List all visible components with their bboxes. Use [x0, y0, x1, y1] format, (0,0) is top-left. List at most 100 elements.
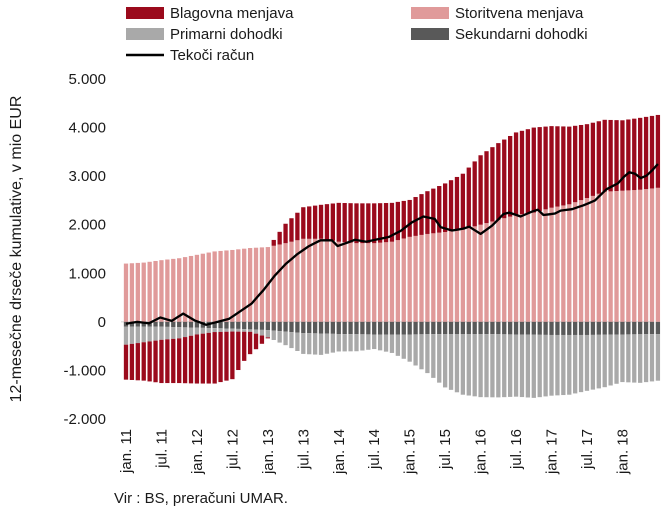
blagovna-bar: [561, 126, 566, 206]
primarni-bar: [123, 326, 129, 345]
sekundarni-bar: [177, 321, 182, 328]
sekundarni-bar: [643, 321, 649, 335]
blagovna-bar: [259, 335, 265, 344]
primarni-bar: [230, 328, 235, 332]
primarni-bar: [188, 327, 194, 336]
blagovna-bar: [354, 203, 359, 244]
legend-swatch: [126, 7, 164, 19]
storitvena-bar: [194, 254, 200, 322]
y-tick-label: 1.000: [68, 265, 106, 282]
sekundarni-bar: [395, 321, 401, 335]
blagovna-bar: [496, 143, 501, 220]
sekundarni-bar: [135, 321, 140, 327]
blagovna-bar: [182, 337, 188, 384]
x-tick-label: jul. 12: [224, 429, 241, 470]
storitvena-bar: [129, 263, 135, 322]
primarni-bar: [212, 328, 217, 333]
blagovna-bar: [218, 331, 223, 383]
primarni-bar: [602, 334, 607, 388]
blagovna-bar: [531, 127, 536, 213]
primarni-bar: [513, 334, 519, 397]
storitvena-bar: [389, 241, 395, 322]
storitvena-bar: [555, 206, 560, 322]
legend-swatch: [411, 28, 449, 40]
primarni-bar: [342, 334, 347, 352]
storitvena-bar: [301, 238, 306, 322]
sekundarni-bar: [289, 321, 294, 333]
storitvena-bar: [620, 190, 625, 322]
sekundarni-bar: [265, 321, 270, 331]
primarni-bar: [407, 334, 412, 362]
sekundarni-bar: [584, 321, 590, 335]
blagovna-bar: [578, 124, 584, 201]
storitvena-bar: [188, 255, 194, 322]
sekundarni-bar: [324, 321, 330, 334]
storitvena-bar: [171, 258, 176, 322]
primarni-bar: [448, 334, 454, 390]
storitvena-bar: [218, 250, 223, 322]
sekundarni-bar: [295, 321, 300, 333]
primarni-bar: [153, 326, 158, 341]
primarni-bar: [596, 334, 601, 389]
storitvena-bar: [383, 242, 389, 322]
blagovna-bar: [330, 203, 335, 241]
blagovna-bar: [638, 117, 643, 190]
primarni-bar: [525, 334, 531, 398]
sekundarni-bar: [490, 321, 495, 335]
sekundarni-bar: [614, 321, 619, 335]
sekundarni-bar: [590, 321, 596, 335]
primarni-bar: [549, 334, 554, 396]
x-tick-label: jan. 12: [189, 429, 206, 475]
x-tick-label: jan. 13: [260, 429, 277, 475]
storitvena-bar: [472, 226, 477, 322]
storitvena-bar: [295, 240, 300, 322]
blagovna-bar: [236, 331, 241, 371]
storitvena-bar: [354, 243, 359, 322]
primarni-bar: [496, 334, 501, 398]
blagovna-bar: [508, 135, 513, 217]
blagovna-bar: [360, 203, 365, 244]
blagovna-bar: [454, 176, 460, 231]
sekundarni-bar: [407, 321, 412, 335]
storitvena-bar: [431, 233, 436, 322]
storitvena-bar: [372, 243, 377, 322]
blagovna-bar: [478, 155, 483, 225]
blagovna-bar: [165, 339, 170, 384]
storitvena-bar: [253, 247, 259, 322]
primarni-bar: [147, 326, 152, 342]
blagovna-bar: [537, 127, 542, 211]
primarni-bar: [242, 329, 247, 332]
x-tick-label: jan. 17: [544, 429, 561, 475]
sekundarni-bar: [472, 321, 477, 334]
primarni-bar: [561, 334, 566, 396]
blagovna-bar: [242, 331, 247, 361]
sekundarni-bar: [649, 321, 655, 335]
sekundarni-bar: [236, 321, 241, 329]
primarni-bar: [460, 334, 466, 395]
sekundarni-bar: [247, 321, 253, 330]
storitvena-bar: [413, 235, 418, 322]
blagovna-bar: [135, 343, 140, 381]
storitvena-bar: [206, 252, 211, 322]
sekundarni-bar: [632, 321, 637, 335]
primarni-bar: [377, 334, 383, 351]
blagovna-bar: [502, 139, 507, 219]
blagovna-bar: [159, 339, 164, 384]
sekundarni-bar: [271, 321, 276, 331]
primarni-bar: [614, 334, 619, 384]
primarni-bar: [478, 334, 483, 398]
primarni-bar: [649, 334, 655, 382]
primarni-bar: [354, 334, 359, 352]
blagovna-bar: [153, 340, 158, 383]
primarni-bar: [437, 334, 442, 383]
primarni-bar: [490, 334, 495, 398]
storitvena-bar: [147, 261, 152, 322]
storitvena-bar: [271, 245, 276, 322]
sekundarni-bar: [200, 321, 205, 328]
sekundarni-bar: [307, 321, 312, 334]
primarni-bar: [206, 328, 211, 333]
blagovna-bar: [283, 223, 288, 244]
primarni-bar: [271, 330, 276, 340]
blagovna-bar: [171, 338, 176, 384]
storitvena-bar: [573, 202, 578, 322]
